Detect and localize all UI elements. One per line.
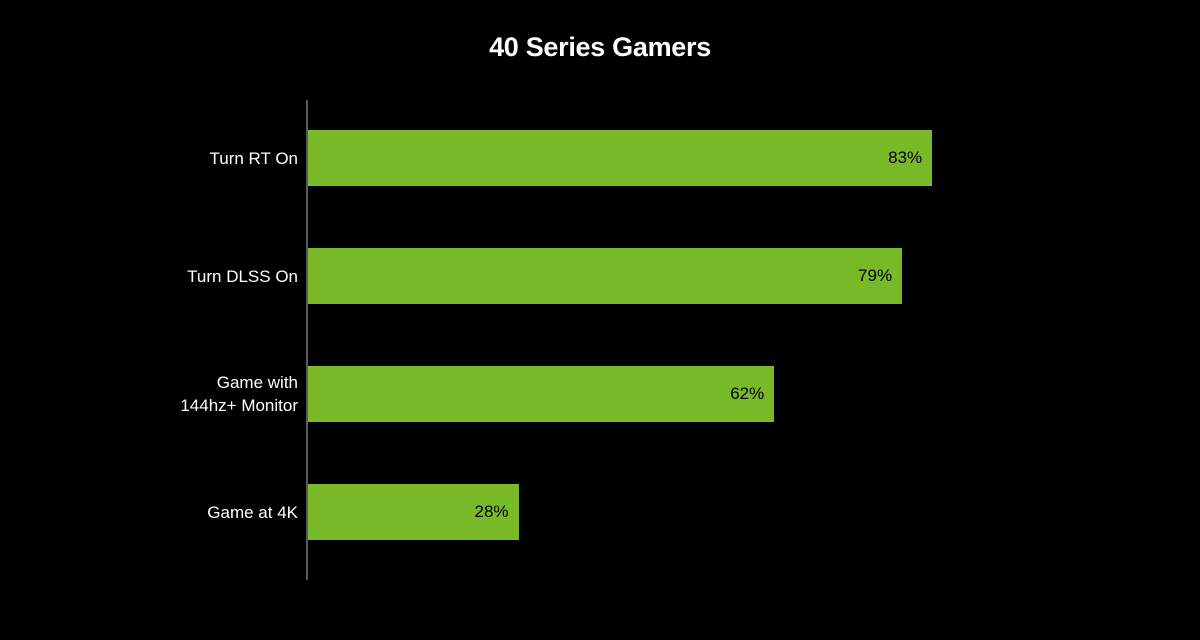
bars-area: 83% 79% 62% 28% <box>308 100 1060 580</box>
bar-value-label-0: 83% <box>888 148 922 168</box>
y-label-2: Game with 144hz+ Monitor <box>140 372 298 418</box>
y-axis-labels: Turn RT On Turn DLSS On Game with 144hz+… <box>140 100 298 580</box>
chart-title: 40 Series Gamers <box>0 0 1200 63</box>
bar-value-label-1: 79% <box>858 266 892 286</box>
bar-row-2: 62% <box>308 366 1060 422</box>
bar-row-0: 83% <box>308 130 1060 186</box>
y-label-1: Turn DLSS On <box>140 266 298 289</box>
bar-value-label-2: 62% <box>730 384 764 404</box>
bar-row-3: 28% <box>308 484 1060 540</box>
bar-row-1: 79% <box>308 248 1060 304</box>
bar-2: 62% <box>308 366 774 422</box>
bar-value-label-3: 28% <box>475 502 509 522</box>
bar-0: 83% <box>308 130 932 186</box>
bar-1: 79% <box>308 248 902 304</box>
y-label-0: Turn RT On <box>140 148 298 171</box>
chart-container: Turn RT On Turn DLSS On Game with 144hz+… <box>140 100 1060 580</box>
y-label-3: Game at 4K <box>140 502 298 525</box>
bar-3: 28% <box>308 484 519 540</box>
